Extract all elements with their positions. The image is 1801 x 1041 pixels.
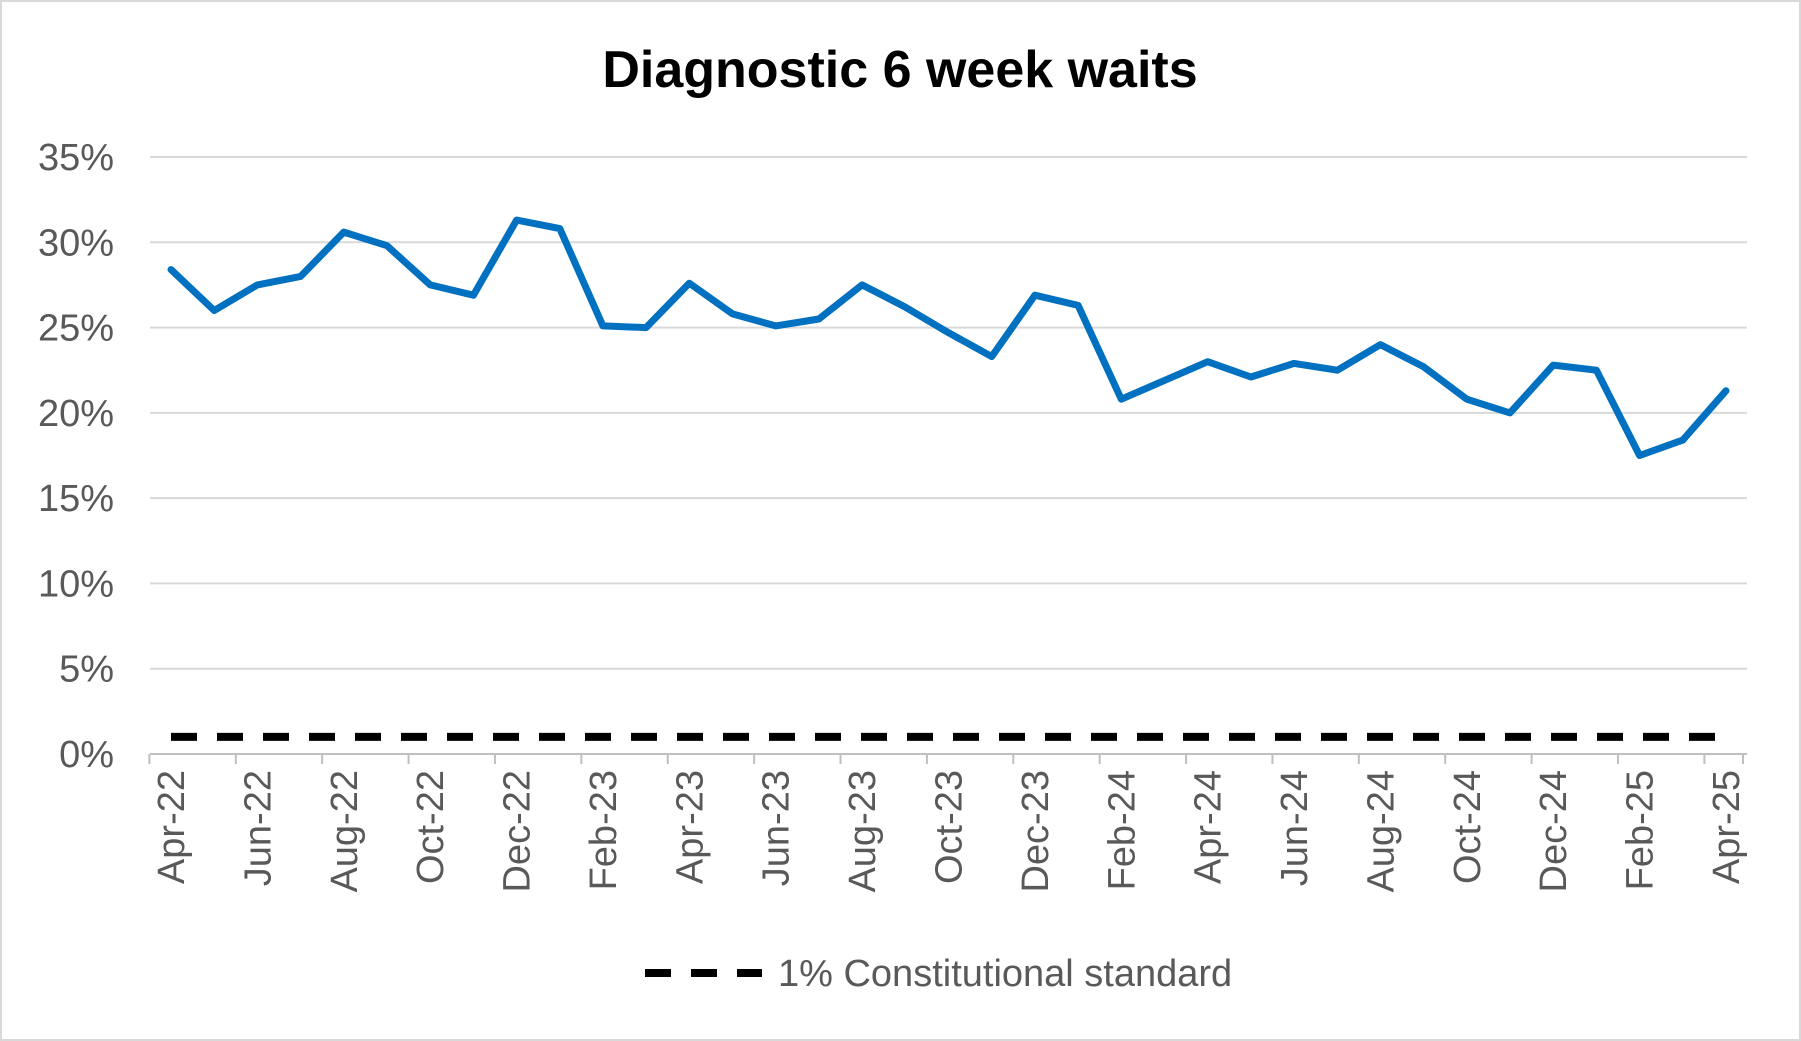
x-tick-label: Jun-24 — [1274, 770, 1316, 886]
x-tick-label: Oct-23 — [929, 770, 971, 884]
x-tick-label: Apr-22 — [151, 770, 193, 884]
series-lines — [167, 216, 1730, 741]
x-tick-label: Apr-23 — [669, 770, 711, 884]
x-tick-label: Apr-25 — [1706, 770, 1748, 884]
x-tick-label: Aug-24 — [1360, 770, 1402, 893]
legend-label: 1% Constitutional standard — [778, 953, 1232, 995]
x-tick-label: Dec-23 — [1015, 770, 1057, 893]
legend: 1% Constitutional standard — [645, 953, 1232, 995]
x-tick-label: Aug-23 — [842, 770, 884, 893]
y-axis-tick-labels: 0% 5% 10% 15% 20% 25% 30% 35% — [38, 137, 114, 776]
x-tick-label: Jun-23 — [756, 770, 798, 886]
x-tick-label: Oct-24 — [1447, 770, 1489, 884]
x-axis: Apr-22 Jun-22 Aug-22 Oct-22 Dec-22 Feb-23 Apr-… — [148, 753, 1748, 893]
x-tick-label: Dec-24 — [1533, 770, 1575, 893]
x-tick-label: Aug-22 — [324, 770, 366, 893]
y-tick-label: 35% — [38, 137, 114, 179]
y-tick-label: 15% — [38, 478, 114, 520]
x-tick-label: Apr-24 — [1188, 770, 1230, 884]
y-tick-label: 10% — [38, 563, 114, 605]
y-tick-label: 30% — [38, 222, 114, 264]
x-tick-label: Dec-22 — [497, 770, 539, 893]
x-tick-label: Feb-23 — [583, 770, 625, 890]
x-tick-label: Feb-24 — [1101, 770, 1143, 890]
y-tick-label: 5% — [59, 649, 114, 691]
y-tick-label: 25% — [38, 308, 114, 350]
x-tick-label: Oct-22 — [410, 770, 452, 884]
x-tick-label: Feb-25 — [1620, 770, 1662, 890]
chart-title: Diagnostic 6 week waits — [602, 41, 1197, 99]
y-tick-label: 20% — [38, 393, 114, 435]
x-tick-label: Jun-22 — [237, 770, 279, 886]
gridlines — [150, 156, 1747, 670]
y-tick-label: 0% — [59, 734, 114, 776]
series-line-diagnostic-waits — [167, 216, 1730, 459]
